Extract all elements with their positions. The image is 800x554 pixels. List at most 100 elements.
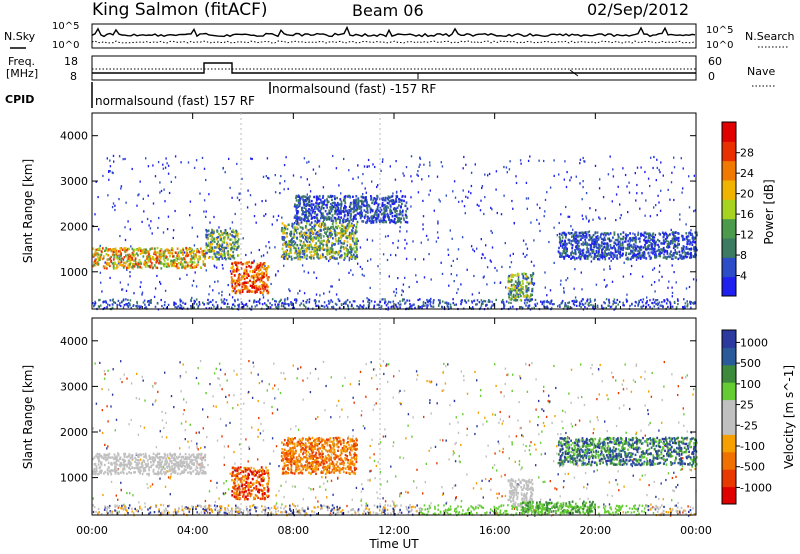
- power-cell: [301, 264, 304, 267]
- power-cell: [97, 196, 99, 199]
- power-cell: [484, 173, 486, 176]
- power-cell: [310, 243, 312, 247]
- power-cell: [266, 289, 268, 292]
- power-cell: [322, 245, 324, 248]
- power-cell: [601, 257, 604, 260]
- power-cell: [378, 306, 381, 309]
- power-cell: [439, 200, 441, 203]
- power-cell: [134, 261, 137, 264]
- power-cell: [646, 232, 649, 235]
- power-cell: [609, 305, 612, 309]
- power-cell: [132, 304, 134, 307]
- power-cell: [109, 170, 111, 173]
- power-cell: [527, 306, 529, 309]
- power-cell: [689, 232, 692, 235]
- power-cell: [129, 303, 131, 306]
- power-cell: [640, 234, 642, 237]
- power-cell: [199, 257, 201, 261]
- power-cell: [567, 238, 570, 241]
- power-cell: [362, 193, 364, 196]
- power-cell: [618, 240, 621, 243]
- power-cell: [325, 304, 328, 307]
- power-cell: [685, 235, 688, 239]
- power-cell: [322, 186, 325, 189]
- power-cell: [195, 285, 198, 288]
- power-cell: [377, 203, 380, 207]
- power-cell: [506, 171, 508, 174]
- power-cell: [211, 248, 214, 251]
- power-cell: [652, 247, 655, 250]
- power-cell: [181, 266, 183, 269]
- power-cell: [129, 271, 131, 274]
- power-cell: [406, 242, 408, 245]
- power-cell: [569, 179, 571, 182]
- power-cell: [322, 223, 325, 226]
- power-cell: [264, 283, 267, 286]
- power-cell: [306, 209, 308, 212]
- power-cell: [293, 233, 296, 236]
- power-cell: [387, 234, 389, 238]
- power-cell: [579, 250, 581, 254]
- power-cell: [339, 209, 342, 212]
- power-cell: [102, 300, 105, 303]
- power-cell: [269, 302, 271, 305]
- power-cell: [594, 240, 597, 244]
- power-cell: [308, 160, 310, 163]
- power-cell: [290, 255, 293, 258]
- power-cell: [331, 201, 334, 205]
- power-cell: [251, 285, 253, 288]
- power-cell: [515, 290, 518, 293]
- power-cell: [649, 257, 652, 260]
- power-cell: [633, 236, 636, 240]
- power-cell: [558, 173, 560, 176]
- power-cell: [526, 294, 529, 297]
- power-cell: [347, 249, 349, 252]
- power-cell: [231, 278, 234, 281]
- power-cell: [563, 241, 566, 244]
- power-cell: [289, 289, 291, 293]
- power-cell: [348, 211, 350, 214]
- power-cell: [320, 211, 322, 215]
- power-cell: [254, 291, 257, 294]
- power-cell: [302, 236, 304, 239]
- power-cell: [564, 255, 566, 258]
- power-cell: [295, 204, 297, 207]
- power-cell: [495, 170, 498, 173]
- power-cell: [348, 223, 351, 226]
- power-cell: [516, 273, 519, 277]
- power-cell: [576, 235, 579, 239]
- power-cell: [290, 251, 293, 254]
- power-cell: [235, 263, 237, 266]
- power-cell: [221, 243, 224, 246]
- power-cell: [307, 244, 309, 247]
- power-cell: [636, 166, 639, 169]
- power-cell: [665, 257, 668, 260]
- power-cell: [237, 304, 239, 307]
- power-cell: [318, 202, 320, 206]
- power-cell: [298, 195, 301, 198]
- power-cell: [483, 212, 485, 216]
- power-cell: [617, 249, 620, 252]
- power-cell: [275, 307, 278, 310]
- power-cell: [582, 186, 584, 189]
- power-cell: [106, 157, 108, 160]
- power-cell: [412, 303, 415, 306]
- power-cell: [683, 238, 686, 241]
- power-cell: [408, 285, 410, 289]
- power-cell: [422, 215, 425, 218]
- power-cell: [326, 206, 328, 209]
- power-cell: [230, 276, 233, 279]
- power-cell: [356, 212, 359, 215]
- power-cell: [598, 248, 600, 251]
- power-cell: [685, 246, 688, 249]
- power-cell: [299, 289, 301, 292]
- power-cell: [656, 158, 658, 161]
- power-cell: [232, 286, 234, 290]
- power-cell: [121, 300, 123, 303]
- power-cell: [328, 209, 331, 212]
- power-cell: [164, 249, 167, 252]
- power-cell: [237, 254, 240, 257]
- power-cell: [210, 306, 213, 310]
- power-cell: [255, 286, 258, 290]
- power-cell: [521, 272, 524, 276]
